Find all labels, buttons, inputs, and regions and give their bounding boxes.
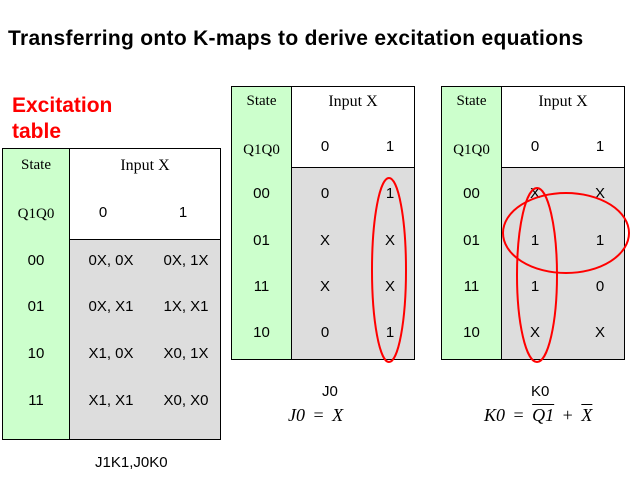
kmap-k0-state-header: State xyxy=(456,93,487,109)
kmap-j0-state-column xyxy=(231,86,292,360)
excitation-cell: 0X, X1 xyxy=(88,298,134,315)
k0-group-loop-horizontal xyxy=(502,192,630,274)
kmap-k0-label: K0 xyxy=(531,383,550,400)
kmap-k0-row-state: 11 xyxy=(463,278,480,295)
kmap-j0-input-header: Input X xyxy=(328,93,378,110)
kmap-j0-body xyxy=(291,167,415,360)
kmap-k0-row-state: 01 xyxy=(463,232,480,249)
equation-rhs: X xyxy=(332,405,344,425)
kmap-k0-col-0: 0 xyxy=(530,138,540,155)
kmap-j0-cell: X xyxy=(319,232,330,249)
excitation-table-title: Excitation table xyxy=(12,94,113,143)
kmap-j0-cell: 1 xyxy=(385,185,395,202)
kmap-j0-label: J0 xyxy=(322,383,338,400)
excitation-cell: 0X, 1X xyxy=(163,252,209,269)
kmap-k0-header xyxy=(501,86,625,168)
excitation-cell: X1, 0X xyxy=(88,345,134,362)
kmap-k0-q-label: Q1Q0 xyxy=(453,142,490,158)
excitation-row-state: 10 xyxy=(27,345,45,362)
kmap-k0-col-1: 1 xyxy=(595,138,605,155)
kmap-j0-col-0: 0 xyxy=(320,138,330,155)
equation-lhs: K0 xyxy=(484,405,506,425)
kmap-k0-cell: X xyxy=(529,324,540,341)
kmap-k0-cell: 1 xyxy=(530,278,540,295)
excitation-state-header: State xyxy=(21,157,51,173)
j0-group-loop xyxy=(371,177,407,363)
k0-group-loop-vertical xyxy=(516,187,558,363)
kmap-k0-input-header: Input X xyxy=(538,93,588,110)
excitation-row-state: 00 xyxy=(27,252,45,269)
kmap-k0-cell: X xyxy=(594,324,605,341)
kmap-k0-cell: 1 xyxy=(595,232,605,249)
excitation-body xyxy=(69,239,221,440)
kmap-k0-cell: X xyxy=(529,185,540,202)
excitation-cell: 0X, 0X xyxy=(88,252,134,269)
excitation-cell: X1, X1 xyxy=(88,392,134,409)
kmap-k0-row-state: 10 xyxy=(463,324,480,341)
excitation-col-0: 0 xyxy=(98,204,108,221)
equation-term-x-complement: X xyxy=(581,405,593,425)
excitation-row-state: 11 xyxy=(28,392,44,409)
excitation-caption: J1K1,J0K0 xyxy=(95,454,168,471)
kmap-j0-state-header: State xyxy=(246,93,277,109)
kmap-j0-q-label: Q1Q0 xyxy=(243,142,280,158)
kmap-j0-row-state: 11 xyxy=(253,278,270,295)
kmap-k0-state-column xyxy=(441,86,502,360)
kmap-j0-cell: 1 xyxy=(385,324,395,341)
slide-title: Transferring onto K-maps to derive excit… xyxy=(8,27,584,50)
kmap-j0-cell: 0 xyxy=(320,185,330,202)
kmap-j0-cell: 0 xyxy=(320,324,330,341)
excitation-cell: X0, 1X xyxy=(163,345,209,362)
kmap-j0-header xyxy=(291,86,415,168)
kmap-k0-cell: 1 xyxy=(530,232,540,249)
kmap-j0-cell: X xyxy=(384,278,395,295)
kmap-j0-equation: J0 = X xyxy=(288,405,343,426)
kmap-j0-cell: X xyxy=(384,232,395,249)
equation-term-q1-complement: Q1 xyxy=(532,405,555,425)
excitation-col-1: 1 xyxy=(178,204,188,221)
excitation-row-state: 01 xyxy=(27,298,45,315)
kmap-j0-row-state: 01 xyxy=(253,232,270,249)
kmap-j0-row-state: 00 xyxy=(253,185,270,202)
kmap-j0-row-state: 10 xyxy=(253,324,270,341)
equation-equals: = xyxy=(313,405,324,425)
excitation-cell: X0, X0 xyxy=(163,392,209,409)
excitation-input-header: Input X xyxy=(120,157,170,174)
excitation-cell: 1X, X1 xyxy=(163,298,209,315)
equation-lhs: J0 xyxy=(288,405,305,425)
kmap-k0-cell: 0 xyxy=(595,278,605,295)
excitation-header xyxy=(69,148,221,240)
excitation-q-label: Q1Q0 xyxy=(17,206,55,222)
kmap-k0-cell: X xyxy=(594,185,605,202)
kmap-k0-equation: K0 = Q1 + X xyxy=(484,405,592,426)
equation-equals: = xyxy=(513,405,524,425)
kmap-k0-row-state: 00 xyxy=(463,185,480,202)
kmap-j0-col-1: 1 xyxy=(385,138,395,155)
kmap-j0-cell: X xyxy=(319,278,330,295)
equation-plus: + xyxy=(562,405,573,425)
